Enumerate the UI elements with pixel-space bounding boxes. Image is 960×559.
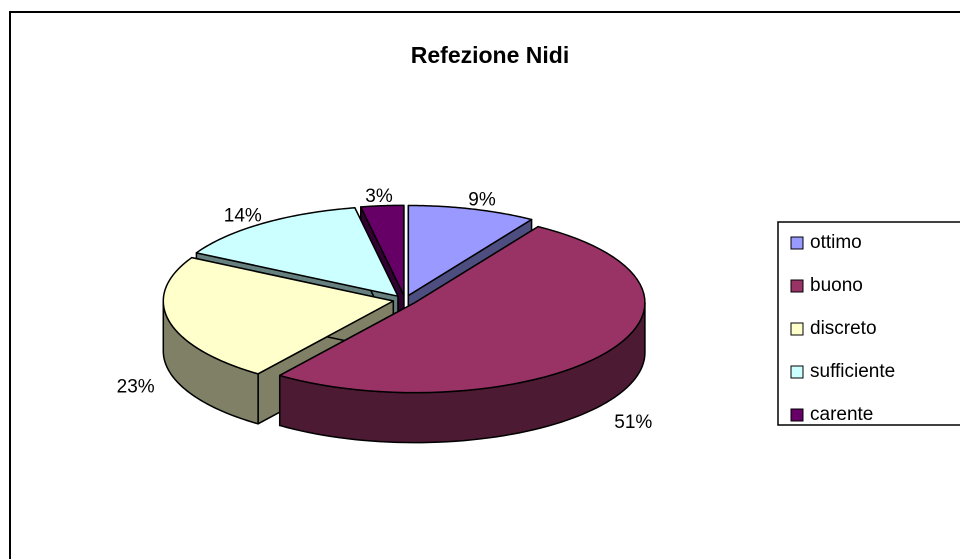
legend-label: sufficiente: [810, 361, 895, 382]
legend-label: ottimo: [810, 232, 862, 253]
legend-swatch: [790, 279, 804, 293]
slice: [360, 204, 405, 297]
slice: [195, 207, 399, 297]
data-label: 3%: [365, 186, 393, 207]
data-label: 51%: [614, 412, 652, 433]
data-label: 14%: [224, 205, 262, 226]
data-label: 9%: [468, 190, 496, 211]
slice: [407, 204, 533, 297]
legend-label: buono: [810, 275, 863, 296]
legend-swatch: [790, 322, 804, 336]
legend-swatch: [790, 408, 804, 422]
legend: [777, 221, 960, 426]
legend-swatch: [790, 365, 804, 379]
data-label: 23%: [117, 377, 155, 398]
legend-swatch: [790, 236, 804, 250]
legend-label: carente: [810, 404, 873, 425]
slice: [162, 256, 395, 375]
slice: [278, 225, 646, 394]
chart-title: Refezione Nidi: [411, 42, 569, 68]
legend-label: discreto: [810, 318, 877, 339]
